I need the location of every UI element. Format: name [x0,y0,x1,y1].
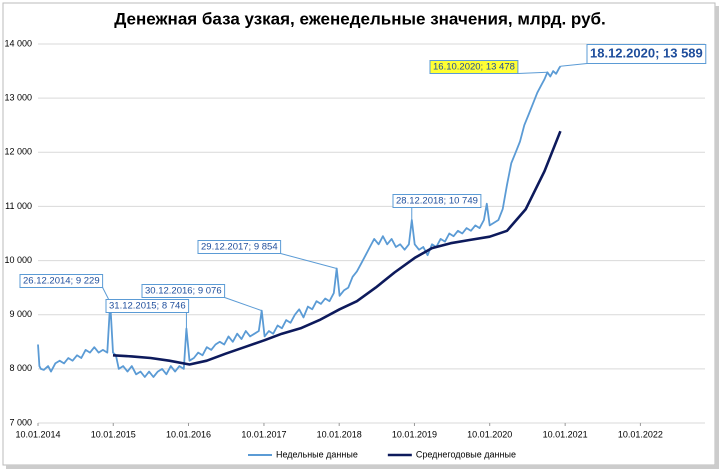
annotation-box [141,284,226,298]
series-line [112,130,562,366]
legend-label: Среднегодовые данные [416,449,516,459]
annotation-box [392,194,482,208]
y-tick-label: 7 000 [9,417,32,427]
series-line [37,65,562,378]
annotation-label: 28.12.2018; 10 749 [396,196,478,207]
y-tick-label: 11 000 [5,201,32,211]
y-tick-label: 10 000 [4,255,32,265]
x-tick-label: 10.01.2014 [15,429,60,439]
frame-shadow [6,465,719,469]
x-tick-label: 10.01.2016 [166,429,211,439]
annotation-label: 29.12.2017; 9 854 [201,242,278,253]
annotation-leader [280,253,337,269]
x-tick-label: 10.01.2022 [618,429,663,439]
x-tick-label: 10.01.2017 [241,429,286,439]
y-tick-label: 14 000 [4,38,32,48]
annotation-box [197,240,282,254]
chart-title: Денежная база узкая, еженедельные значен… [114,9,606,28]
annotation-box [429,60,519,74]
annotation-label: 31.12.2015; 8 746 [109,301,186,312]
annotation-label: 30.12.2016; 9 076 [145,286,222,297]
annotation-box [19,274,104,288]
annotation-box [105,299,190,313]
annotation-leader [224,297,262,312]
annotation-box [586,44,707,64]
y-tick-label: 12 000 [4,147,32,157]
annotation-label: 26.12.2014; 9 229 [23,276,100,287]
legend-label: Недельные данные [276,449,358,459]
y-tick-label: 8 000 [9,363,32,373]
annotation-label: 16.10.2020; 13 478 [433,62,515,73]
frame-shadow [715,6,719,468]
x-tick-label: 10.01.2020 [467,429,512,439]
x-tick-label: 10.01.2015 [91,429,136,439]
y-tick-label: 9 000 [9,309,32,319]
annotation-leader [517,71,548,74]
x-tick-label: 10.01.2021 [543,429,588,439]
chart-frame [2,2,716,466]
annotation-label: 18.12.2020; 13 589 [590,45,703,60]
y-tick-label: 13 000 [4,93,32,103]
annotation-leader [560,63,588,67]
x-tick-label: 10.01.2018 [317,429,362,439]
x-tick-label: 10.01.2019 [392,429,437,439]
